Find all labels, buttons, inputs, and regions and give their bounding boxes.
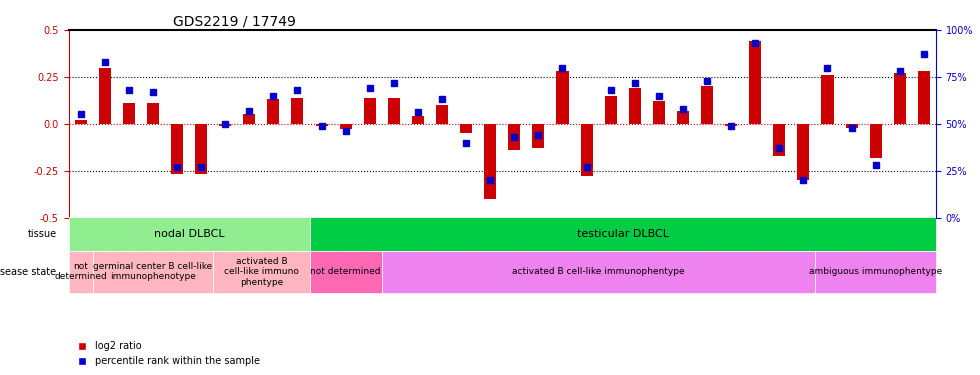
Bar [557, 71, 568, 124]
Bar [605, 96, 616, 124]
Bar [364, 98, 375, 124]
Bar [340, 124, 352, 129]
Bar [268, 99, 279, 124]
Bar [677, 111, 689, 124]
FancyBboxPatch shape [214, 251, 310, 292]
Bar [99, 68, 111, 124]
Text: nodal DLBCL: nodal DLBCL [154, 229, 224, 239]
Bar [220, 124, 231, 126]
Bar [460, 124, 472, 133]
Bar [195, 124, 207, 174]
FancyBboxPatch shape [310, 217, 936, 251]
Bar [147, 103, 159, 124]
Text: testicular DLBCL: testicular DLBCL [576, 229, 668, 239]
Bar [532, 124, 545, 148]
Bar [749, 41, 761, 124]
Bar [580, 124, 593, 176]
Text: not determined: not determined [311, 267, 381, 276]
Bar [725, 124, 737, 126]
Bar [846, 124, 858, 128]
FancyBboxPatch shape [382, 251, 815, 292]
FancyBboxPatch shape [93, 251, 214, 292]
Text: ambiguous immunophentype: ambiguous immunophentype [809, 267, 943, 276]
Bar [291, 98, 304, 124]
Bar [869, 124, 882, 158]
Text: GDS2219 / 17749: GDS2219 / 17749 [172, 15, 296, 29]
Text: activated B cell-like immunophentype: activated B cell-like immunophentype [513, 267, 685, 276]
Bar [388, 98, 400, 124]
Bar [122, 103, 135, 124]
Bar [701, 86, 713, 124]
FancyBboxPatch shape [69, 251, 93, 292]
Bar [74, 120, 86, 124]
Bar [894, 73, 906, 124]
Text: tissue: tissue [27, 229, 57, 239]
Text: activated B
cell-like immuno
phentype: activated B cell-like immuno phentype [223, 257, 299, 286]
Bar [629, 88, 641, 124]
FancyBboxPatch shape [69, 217, 310, 251]
Bar [412, 116, 424, 124]
Bar [509, 124, 520, 150]
Bar [798, 124, 809, 180]
Bar [171, 124, 183, 174]
Bar [436, 105, 448, 124]
Legend: log2 ratio, percentile rank within the sample: log2 ratio, percentile rank within the s… [74, 338, 264, 370]
Text: not
determined: not determined [54, 262, 107, 281]
FancyBboxPatch shape [815, 251, 936, 292]
Bar [243, 114, 256, 124]
FancyBboxPatch shape [310, 251, 382, 292]
Text: disease state: disease state [0, 267, 57, 277]
Bar [484, 124, 496, 199]
Bar [821, 75, 834, 124]
Bar [653, 101, 664, 124]
Bar [918, 71, 930, 124]
Bar [316, 124, 327, 126]
Text: germinal center B cell-like
immunophenotype: germinal center B cell-like immunophenot… [93, 262, 213, 281]
Bar [773, 124, 785, 156]
